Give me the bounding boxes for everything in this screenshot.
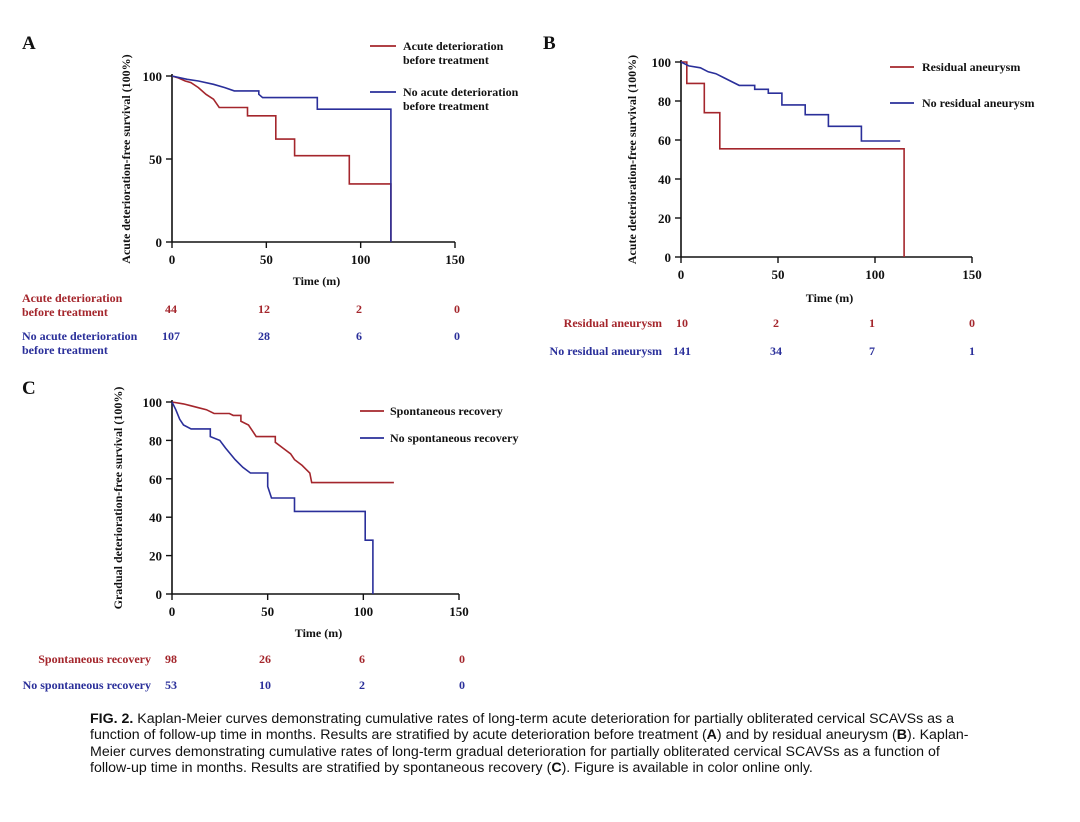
panel-letter: B (543, 33, 556, 54)
risk-value: 53 (165, 678, 177, 692)
legend-label: Spontaneous recovery (390, 404, 503, 418)
legend-label: No residual aneurysm (922, 96, 1034, 110)
risk-row-label: Acute deterioration (22, 291, 123, 305)
caption-text: Kaplan-Meier curves demonstrating cumula… (90, 711, 954, 744)
figure-caption: FIG. 2. Kaplan-Meier curves demonstratin… (90, 711, 970, 777)
y-tick-label: 20 (658, 211, 671, 226)
risk-value: 6 (359, 652, 365, 666)
risk-value: 6 (356, 329, 362, 343)
risk-value: 26 (259, 652, 271, 666)
x-tick-label: 100 (351, 252, 371, 267)
risk-value: 12 (258, 302, 270, 316)
risk-value: 141 (673, 344, 691, 358)
risk-value: 10 (676, 316, 688, 330)
x-axis-title: Time (m) (293, 274, 340, 288)
risk-value: 44 (165, 302, 177, 316)
x-axis-title: Time (m) (295, 626, 342, 640)
y-axis-title: Gradual deterioration-free survival (100… (111, 387, 125, 610)
caption-bold-text: B (896, 727, 907, 744)
risk-value: 28 (258, 329, 270, 343)
x-tick-label: 50 (261, 604, 274, 619)
caption-text: ) and by residual aneurysm ( (716, 727, 897, 744)
y-axis-title: Acute deterioration-free survival (100%) (625, 55, 639, 264)
risk-value: 2 (773, 316, 779, 330)
y-tick-label: 100 (143, 69, 163, 84)
risk-value: 0 (459, 652, 465, 666)
risk-row-label: Spontaneous recovery (38, 652, 151, 666)
risk-value: 1 (869, 316, 875, 330)
x-tick-label: 0 (678, 267, 685, 282)
series-line-red (171, 401, 394, 484)
y-tick-label: 60 (658, 133, 671, 148)
caption-bold-text: A (706, 727, 717, 744)
x-tick-label: 0 (169, 252, 176, 267)
risk-value: 7 (869, 344, 875, 358)
caption-text: ). Kaplan-Meier curves demonstrating cum… (90, 727, 969, 777)
risk-value: 0 (969, 316, 975, 330)
risk-value: 10 (259, 678, 271, 692)
y-tick-label: 0 (665, 250, 672, 265)
y-tick-label: 20 (149, 549, 162, 564)
y-tick-label: 0 (156, 235, 163, 250)
legend-label: before treatment (403, 99, 489, 113)
series-line-red (681, 61, 905, 257)
risk-value: 107 (162, 329, 180, 343)
y-tick-label: 40 (658, 172, 671, 187)
y-tick-label: 100 (652, 55, 672, 70)
risk-value: 0 (454, 329, 460, 343)
x-tick-label: 0 (169, 604, 176, 619)
x-tick-label: 100 (865, 267, 885, 282)
y-tick-label: 50 (149, 152, 162, 167)
y-tick-label: 0 (156, 587, 163, 602)
panel-letter: C (22, 378, 36, 399)
risk-value: 2 (359, 678, 365, 692)
y-tick-label: 80 (658, 94, 671, 109)
x-tick-label: 150 (962, 267, 982, 282)
series-line-blue (680, 61, 901, 142)
risk-value: 1 (969, 344, 975, 358)
y-axis-title: Acute deterioration-free survival (100%) (119, 54, 133, 263)
legend-label: No acute deterioration (403, 85, 519, 99)
panel-a: A 0 50 100 150 0 50 100 Time (m) Acute deteriorat… (22, 33, 519, 357)
x-tick-label: 50 (772, 267, 785, 282)
y-tick-label: 80 (149, 433, 162, 448)
series-line-blue (171, 75, 392, 242)
y-tick-label: 100 (143, 395, 163, 410)
caption-bold-text: FIG. 2. (90, 711, 134, 727)
x-tick-label: 150 (449, 604, 469, 619)
risk-row-label: No acute deterioration (22, 329, 138, 343)
x-tick-label: 150 (445, 252, 465, 267)
risk-row-label: No residual aneurysm (550, 344, 662, 358)
risk-value: 34 (770, 344, 782, 358)
series-line-blue (171, 401, 374, 594)
caption-bold-text: C (551, 760, 562, 777)
series-line-red (171, 75, 392, 242)
panel-letter: A (22, 33, 36, 54)
x-axis-title: Time (m) (806, 291, 853, 305)
y-tick-label: 40 (149, 510, 162, 525)
x-tick-label: 50 (260, 252, 273, 267)
risk-row-label: Residual aneurysm (564, 316, 662, 330)
risk-value: 2 (356, 302, 362, 316)
risk-value: 0 (454, 302, 460, 316)
risk-row-label: before treatment (22, 305, 108, 319)
legend-label: before treatment (403, 53, 489, 67)
risk-value: 0 (459, 678, 465, 692)
legend-label: No spontaneous recovery (390, 431, 518, 445)
y-tick-label: 60 (149, 472, 162, 487)
risk-value: 98 (165, 652, 177, 666)
risk-row-label: before treatment (22, 343, 108, 357)
caption-text: ). Figure is available in color online o… (561, 760, 813, 777)
x-tick-label: 100 (354, 604, 374, 619)
legend-label: Residual aneurysm (922, 60, 1020, 74)
risk-row-label: No spontaneous recovery (23, 678, 151, 692)
legend-label: Acute deterioration (403, 39, 504, 53)
